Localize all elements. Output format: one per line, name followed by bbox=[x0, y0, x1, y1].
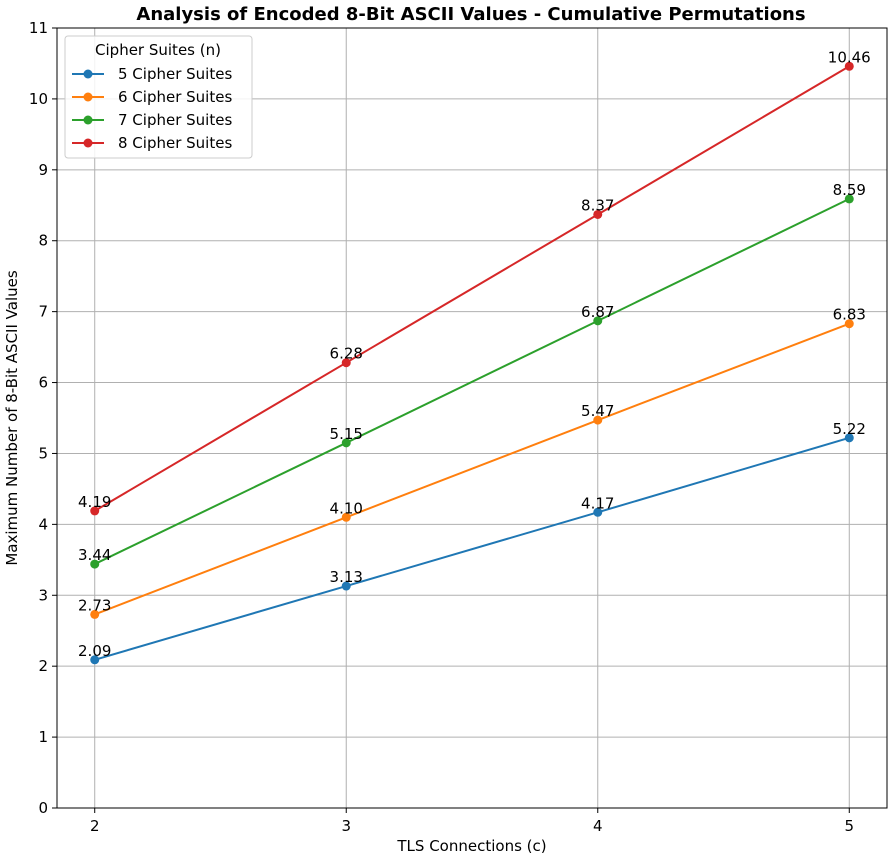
x-axis-label: TLS Connections (c) bbox=[396, 837, 546, 855]
y-tick-label: 6 bbox=[38, 374, 48, 392]
legend-label: 7 Cipher Suites bbox=[118, 111, 232, 129]
legend-box bbox=[64, 35, 253, 159]
x-tick-label: 5 bbox=[844, 817, 854, 835]
y-tick-label: 9 bbox=[38, 161, 48, 179]
y-tick-label: 8 bbox=[38, 232, 48, 250]
series-layer: 2.09 3.13 4.17 5.22 2.73 4.10 5.47 6.83 3.44 5.15… bbox=[78, 48, 871, 665]
data-label: 2.73 bbox=[78, 596, 111, 614]
data-point bbox=[844, 194, 854, 204]
data-point bbox=[844, 61, 854, 71]
y-tick-label: 1 bbox=[38, 728, 48, 746]
chart-title: Analysis of Encoded 8-Bit ASCII Values -… bbox=[136, 4, 805, 25]
data-point bbox=[90, 559, 100, 569]
y-tick-label: 4 bbox=[38, 515, 48, 533]
data-label: 8.59 bbox=[833, 181, 866, 199]
axis-ticks: 0 1 2 3 4 5 6 7 8 9 10 11 2 3 4 5 bbox=[29, 19, 854, 835]
data-label: 5.22 bbox=[833, 420, 866, 438]
data-label: 2.09 bbox=[78, 642, 111, 660]
data-point bbox=[593, 316, 603, 326]
y-tick-label: 3 bbox=[38, 586, 48, 604]
legend-marker bbox=[83, 115, 93, 125]
series-2: 2.73 4.10 5.47 6.83 bbox=[78, 306, 866, 619]
data-point bbox=[844, 433, 854, 443]
y-tick-label: 5 bbox=[38, 444, 48, 462]
data-point bbox=[593, 415, 603, 425]
legend-item: 5 Cipher Suites bbox=[72, 65, 232, 83]
y-tick-label: 2 bbox=[38, 657, 48, 675]
data-point bbox=[90, 655, 100, 665]
legend-label: 6 Cipher Suites bbox=[118, 88, 232, 106]
data-label: 4.19 bbox=[78, 493, 111, 511]
legend-marker bbox=[83, 138, 93, 148]
series-3: 3.44 5.15 6.87 8.59 bbox=[78, 181, 866, 569]
series-line bbox=[94, 65, 850, 512]
legend-label: 5 Cipher Suites bbox=[118, 65, 232, 83]
data-point bbox=[341, 512, 351, 522]
data-label: 3.44 bbox=[78, 546, 111, 564]
legend-item: 8 Cipher Suites bbox=[72, 134, 232, 152]
data-point bbox=[341, 581, 351, 591]
y-axis-label: Maximum Number of 8-Bit ASCII Values bbox=[3, 270, 21, 566]
data-point bbox=[593, 507, 603, 517]
series-line bbox=[94, 197, 850, 565]
data-label: 5.15 bbox=[330, 425, 363, 443]
legend-label: 8 Cipher Suites bbox=[118, 134, 232, 152]
data-point bbox=[90, 506, 100, 516]
data-point bbox=[593, 209, 603, 219]
data-label: 3.13 bbox=[330, 568, 363, 586]
data-label: 6.28 bbox=[330, 345, 363, 363]
y-tick-label: 11 bbox=[29, 19, 48, 37]
legend-items: 5 Cipher Suites 6 Cipher Suites 7 Cipher S… bbox=[72, 65, 232, 152]
series-1: 2.09 3.13 4.17 5.22 bbox=[78, 420, 866, 665]
x-tick-label: 4 bbox=[593, 817, 603, 835]
x-tick-label: 3 bbox=[341, 817, 351, 835]
data-label: 6.83 bbox=[833, 306, 866, 324]
data-label: 6.87 bbox=[581, 303, 614, 321]
legend-marker bbox=[83, 92, 93, 102]
series-line bbox=[94, 436, 850, 661]
data-point bbox=[844, 319, 854, 329]
y-tick-label: 10 bbox=[29, 90, 48, 108]
legend-item: 7 Cipher Suites bbox=[72, 111, 232, 129]
x-tick-label: 2 bbox=[90, 817, 100, 835]
series-line bbox=[94, 322, 850, 616]
legend-title: Cipher Suites (n) bbox=[95, 41, 221, 59]
data-point bbox=[341, 438, 351, 448]
data-point bbox=[90, 609, 100, 619]
data-label: 4.10 bbox=[330, 499, 363, 517]
data-label: 10.46 bbox=[828, 48, 871, 66]
y-tick-label: 0 bbox=[38, 799, 48, 817]
data-point bbox=[341, 358, 351, 368]
legend: Cipher Suites (n) 5 Cipher Suites 6 Ciphe… bbox=[64, 35, 253, 159]
series-4: 4.19 6.28 8.37 10.46 bbox=[78, 48, 871, 516]
y-tick-label: 7 bbox=[38, 303, 48, 321]
data-label: 8.37 bbox=[581, 196, 614, 214]
plot-frame bbox=[56, 27, 888, 809]
legend-item: 6 Cipher Suites bbox=[72, 88, 232, 106]
data-label: 4.17 bbox=[581, 494, 614, 512]
legend-marker bbox=[83, 69, 93, 79]
data-label: 5.47 bbox=[581, 402, 614, 420]
